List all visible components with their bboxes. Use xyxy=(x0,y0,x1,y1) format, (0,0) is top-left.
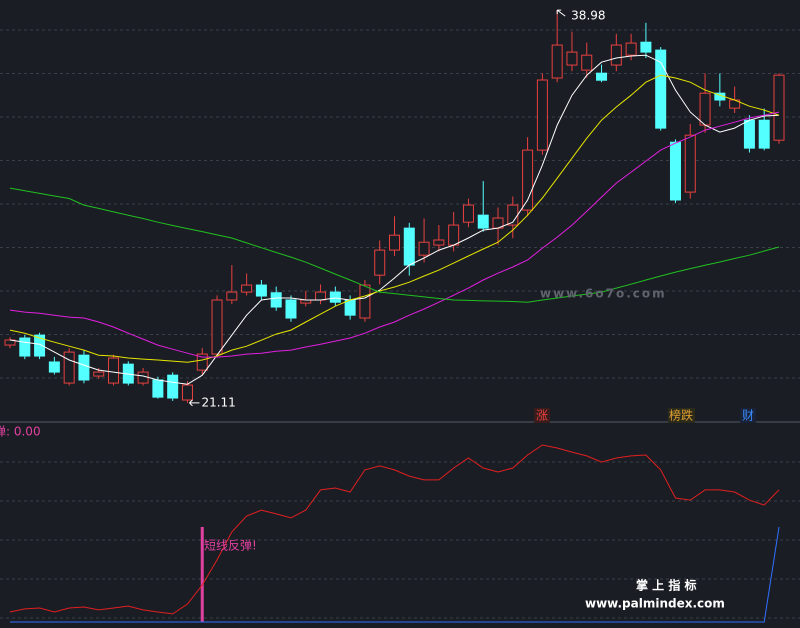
candle-body xyxy=(433,239,445,246)
min-label: 21.11 xyxy=(201,395,235,409)
event-marker: 榜跌 xyxy=(669,408,693,423)
indicator-line xyxy=(9,444,780,615)
event-box xyxy=(668,408,695,423)
candle-body xyxy=(93,371,105,377)
candle-body xyxy=(226,291,238,301)
candle-body xyxy=(211,299,223,355)
candle-body xyxy=(640,41,652,53)
event-box xyxy=(534,408,550,423)
candle-body xyxy=(403,227,415,266)
indicator-line xyxy=(9,54,780,385)
candle-body xyxy=(418,241,430,256)
candle-body xyxy=(596,72,608,81)
event-marker: 财 xyxy=(742,409,754,423)
max-label: 38.98 xyxy=(571,9,605,23)
candle-body xyxy=(255,284,267,297)
watermark: www.6o7o.com xyxy=(540,287,667,301)
candle-body xyxy=(270,292,282,308)
candle-body xyxy=(773,74,785,141)
candle-body xyxy=(758,119,770,149)
candle-body xyxy=(610,44,622,66)
candle-body xyxy=(477,214,489,229)
watermark-url: www.palmindex.com xyxy=(585,597,725,611)
candle-body xyxy=(462,204,474,223)
max-arrow xyxy=(556,9,566,17)
candle-body xyxy=(359,284,371,319)
candle-body xyxy=(374,249,386,276)
candle-body xyxy=(743,119,755,149)
candle-body xyxy=(551,44,563,79)
indicator-line xyxy=(10,526,780,623)
candle-body xyxy=(108,357,120,384)
event-marker: 涨 xyxy=(536,408,548,423)
candle-body xyxy=(19,337,31,357)
candle-body xyxy=(684,134,696,193)
candle-body xyxy=(78,354,90,381)
candle-body xyxy=(625,42,637,56)
signal-annotation: 短线反弹! xyxy=(204,539,257,553)
candle-body xyxy=(196,353,208,371)
candle-body xyxy=(344,299,356,316)
indicator-line xyxy=(9,187,780,303)
candle-body xyxy=(315,291,327,301)
candle-body xyxy=(699,92,711,126)
candle-body xyxy=(48,361,60,373)
candle-body xyxy=(181,384,193,401)
candle-body xyxy=(566,51,578,66)
candle-body xyxy=(241,284,253,293)
candle-body xyxy=(137,371,149,384)
candle-body xyxy=(285,299,297,319)
candle-body xyxy=(167,374,179,399)
candle-body xyxy=(581,54,593,71)
indicator-label: 弹: 0.00 xyxy=(0,425,41,439)
watermark-title: 掌 上 指 标 xyxy=(636,578,697,593)
min-arrow xyxy=(189,399,200,407)
candle-body xyxy=(522,149,534,211)
candle-body xyxy=(655,49,667,129)
event-box xyxy=(740,408,756,423)
candle-body xyxy=(448,224,460,246)
candle-body xyxy=(63,351,75,384)
candle-body xyxy=(329,291,341,303)
indicator-line xyxy=(9,74,780,363)
candle-body xyxy=(34,334,46,357)
indicator-line xyxy=(9,111,780,358)
candle-body xyxy=(152,379,164,398)
candle-body xyxy=(389,234,400,251)
candle-body xyxy=(669,141,681,201)
signal-bar xyxy=(200,526,204,622)
candle-body xyxy=(536,79,548,151)
